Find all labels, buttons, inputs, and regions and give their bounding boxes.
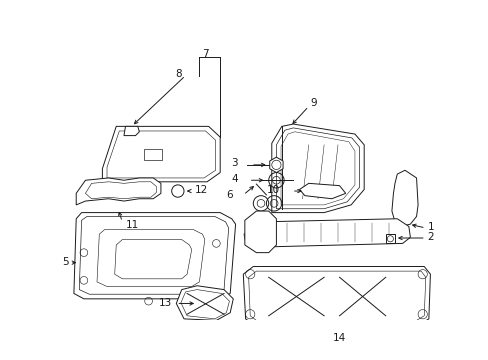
Text: 8: 8 [175,69,182,79]
Polygon shape [243,266,429,324]
Text: 14: 14 [332,333,346,343]
Polygon shape [123,126,139,136]
Text: 1: 1 [427,222,433,232]
Text: 11: 11 [125,220,139,230]
Text: 13: 13 [158,298,171,308]
Polygon shape [244,219,409,247]
Text: 9: 9 [310,98,316,108]
Text: 6: 6 [226,190,233,200]
Text: 3: 3 [231,158,238,168]
Polygon shape [176,286,233,320]
Text: 10: 10 [266,185,279,195]
Polygon shape [299,183,345,199]
Polygon shape [271,124,364,213]
Text: 12: 12 [194,185,207,195]
Text: 7: 7 [202,49,209,59]
Polygon shape [74,213,235,299]
Polygon shape [76,178,161,205]
Polygon shape [385,234,394,243]
Text: 2: 2 [427,232,433,242]
Polygon shape [391,170,417,226]
Polygon shape [244,211,276,253]
Polygon shape [269,157,283,172]
Polygon shape [102,126,220,182]
Text: 5: 5 [62,257,68,267]
Text: 4: 4 [231,175,238,184]
